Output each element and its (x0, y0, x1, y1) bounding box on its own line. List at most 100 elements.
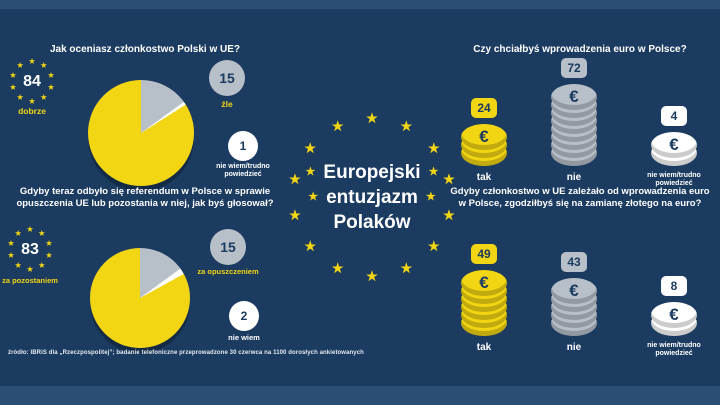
star-icon: ★ (17, 62, 24, 70)
value-pozostanie: 83 (21, 241, 39, 258)
euro-coin-face: € (551, 84, 597, 110)
title-word-1: Europejski (323, 162, 421, 183)
value-tag-niewiem-2: 8 (661, 275, 687, 296)
star-icon: ★ (331, 260, 344, 276)
star-icon: ★ (17, 94, 24, 102)
title-line-2: ★ entuzjazm ★ (308, 185, 436, 210)
value-niewiem-1: 1 (228, 131, 258, 161)
value-tag-niewiem-1: 4 (661, 105, 687, 126)
star-icon: ★ (38, 230, 45, 238)
star-icon: ★ (47, 72, 55, 80)
stack-group-nie-1: 72 € nie (542, 58, 606, 188)
stack-group-niewiem-2: 8 € nie wiem/trudno powiedzieć (632, 275, 716, 358)
star-icon: ★ (15, 230, 22, 238)
star-icon: ★ (28, 98, 36, 106)
category-niewiem-2: nie wiem/trudno powiedzieć (647, 341, 701, 357)
stack-group-nie-2: 43 € nie (542, 252, 606, 358)
title-word-3: Polaków (333, 212, 411, 233)
stack-group-tak-2: 49 € tak (452, 244, 516, 358)
coin-stack-nie-2: € (551, 278, 597, 336)
stack-group-niewiem-1: 4 € nie wiem/trudno powiedzieć (632, 105, 716, 188)
center-title: ★ Europejski ★ ★ entuzjazm ★ Polaków (292, 160, 452, 235)
star-icon: ★ (26, 226, 34, 234)
star-icon: ★ (427, 140, 440, 156)
top-bar (0, 0, 720, 9)
badge-pozostanie: 83 ★ ★ ★ ★ ★ ★ ★ ★ ★ ★ (6, 226, 54, 274)
value-tag-tak-2: 49 (471, 244, 497, 264)
question-euro: Czy chciałbyś wprowadzenia euro w Polsce… (473, 44, 687, 55)
star-icon: ★ (304, 238, 317, 254)
star-icon: ★ (40, 62, 47, 70)
coin-stack-nie-1: € (551, 84, 597, 166)
category-niewiem-1: nie wiem/trudno powiedzieć (647, 171, 701, 187)
star-icon: ★ (289, 207, 301, 223)
star-icon: ★ (9, 84, 17, 92)
source-note: źródło: IBRiS dla „Rzeczpospolitej”; bad… (8, 350, 364, 356)
star-icon: ★ (47, 84, 55, 92)
euro-chart-1: 24 € tak 72 € nie 4 € nie wiem/trudno po… (452, 54, 716, 188)
euro-coin-face: € (551, 278, 597, 304)
euro-coin-face: € (461, 124, 507, 150)
star-icon: ★ (7, 240, 15, 248)
star-icon: ★ (400, 260, 413, 276)
star-icon: ★ (331, 118, 344, 134)
star-icon: ★ (308, 191, 319, 203)
badge-dobrze: 84 ★ ★ ★ ★ ★ ★ ★ ★ ★ ★ (8, 58, 56, 106)
star-icon: ★ (443, 171, 455, 187)
star-ring: ★ ★ ★ ★ ★ ★ ★ ★ ★ ★ ★ ★ ★ ★ (289, 112, 455, 283)
title-line-1: ★ Europejski ★ (306, 160, 439, 185)
category-nie-2: nie (566, 342, 582, 353)
euro-chart-2: 49 € tak 43 € nie 8 € nie wiem/trudno po… (452, 224, 716, 358)
coin-stack-tak-2: € (461, 270, 507, 336)
coin-stack-tak-1: € (461, 124, 507, 166)
star-icon: ★ (45, 240, 53, 248)
star-icon: ★ (38, 262, 45, 270)
euro-coin-face: € (651, 131, 697, 158)
star-icon: ★ (28, 58, 36, 66)
euro-coin-face: € (461, 270, 507, 296)
value-zle: 15 (209, 60, 245, 96)
title-word-2: entuzjazm (326, 187, 418, 208)
title-line-3: Polaków (333, 210, 410, 235)
question-membership: Jak oceniasz członkostwo Polski w UE? (49, 44, 241, 55)
value-tag-nie-2: 43 (561, 252, 587, 272)
coin-stack-niewiem-2: € (651, 301, 697, 336)
question-euro-conditional: Gdyby członkostwo w UE zależało od wprow… (450, 186, 710, 209)
value-tag-tak-1: 24 (471, 98, 497, 118)
question-referendum: Gdyby teraz odbyło się referendum w Pols… (16, 186, 274, 209)
category-tak-1: tak (476, 172, 492, 183)
star-icon: ★ (45, 252, 53, 260)
star-icon: ★ (305, 166, 316, 178)
value-opuszczenie: 15 (210, 229, 246, 265)
label-niewiem-2: nie wiem (228, 333, 260, 342)
value-dobrze: 84 (23, 73, 41, 90)
label-zle: źle (221, 99, 233, 109)
label-niewiem-1: nie wiem/trudno powiedzieć (216, 163, 270, 179)
star-icon: ★ (15, 262, 22, 270)
star-icon: ★ (289, 171, 301, 187)
value-niewiem-2: 2 (229, 301, 259, 331)
stack-group-tak-1: 24 € tak (452, 98, 516, 188)
star-icon: ★ (9, 72, 17, 80)
star-icon: ★ (443, 207, 455, 223)
category-nie-1: nie (566, 172, 582, 183)
star-icon: ★ (7, 252, 15, 260)
star-icon: ★ (427, 238, 440, 254)
star-icon: ★ (26, 266, 34, 274)
pie-membership (88, 80, 194, 186)
bottom-bar (0, 386, 720, 405)
label-opuszczenie: za opuszczeniem (197, 267, 259, 276)
coin-stack-niewiem-1: € (651, 131, 697, 166)
category-tak-2: tak (476, 342, 492, 353)
star-icon: ★ (428, 166, 439, 178)
euro-coin-face: € (651, 301, 697, 328)
star-icon: ★ (304, 140, 317, 156)
label-pozostanie: za pozostaniem (2, 276, 58, 285)
star-icon: ★ (366, 268, 378, 284)
star-icon: ★ (400, 118, 413, 134)
pie-referendum (90, 248, 190, 348)
star-icon: ★ (366, 110, 378, 126)
label-dobrze: dobrze (18, 106, 46, 116)
star-icon: ★ (425, 191, 436, 203)
